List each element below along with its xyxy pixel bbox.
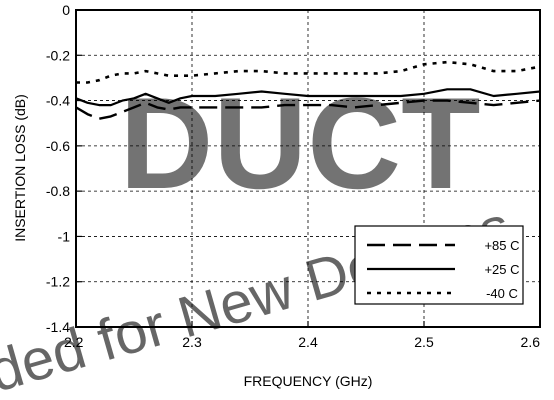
legend-label: +85 C bbox=[484, 238, 519, 253]
y-tick-label: -0.4 bbox=[46, 93, 70, 109]
y-tick-label: 0 bbox=[62, 2, 70, 18]
legend-label: +25 C bbox=[484, 262, 519, 277]
x-axis-ticks: 2.2 2.3 2.4 2.5 2.6 bbox=[64, 321, 541, 350]
x-tick-label: 2.4 bbox=[298, 334, 318, 350]
series-line-1 bbox=[76, 99, 540, 120]
legend-box bbox=[354, 225, 524, 305]
y-tick-label: -0.8 bbox=[46, 183, 70, 199]
legend-label: -40 C bbox=[486, 286, 518, 301]
y-axis-ticks: 0 -0.2 -0.4 -0.6 -0.8 -1 -1.2 -1.4 bbox=[46, 2, 82, 335]
y-tick-label: -0.2 bbox=[46, 47, 70, 63]
legend-entries: +85 C +25 C -40 C bbox=[367, 238, 520, 301]
y-tick-label: -1.2 bbox=[46, 274, 70, 290]
series-line-3 bbox=[76, 60, 540, 84]
y-tick-label: -1.4 bbox=[46, 319, 70, 335]
legend: +85 C +25 C -40 C bbox=[354, 225, 524, 305]
series-lines bbox=[76, 60, 540, 120]
x-tick-label: 2.6 bbox=[521, 334, 541, 350]
series-line-2 bbox=[76, 88, 540, 107]
y-tick-label: -1 bbox=[58, 228, 71, 244]
y-tick-label: -0.6 bbox=[46, 138, 70, 154]
x-tick-label: 2.2 bbox=[64, 334, 84, 350]
x-tick-label: 2.3 bbox=[182, 334, 202, 350]
y-axis-label: INSERTION LOSS (dB) bbox=[12, 94, 28, 242]
watermark-main-text: DUCT bbox=[119, 70, 480, 216]
x-tick-label: 2.5 bbox=[414, 334, 434, 350]
x-axis-label: FREQUENCY (GHz) bbox=[244, 373, 373, 389]
